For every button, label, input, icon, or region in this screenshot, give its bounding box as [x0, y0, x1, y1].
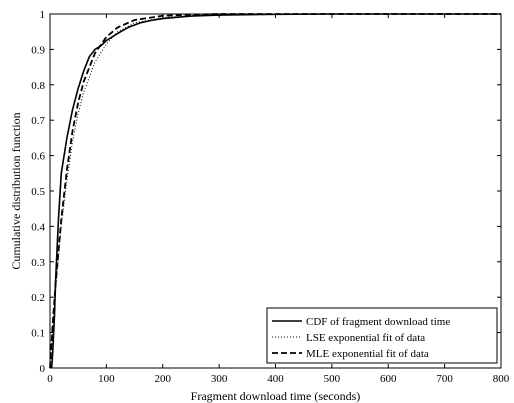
x-tick-label: 100	[98, 373, 115, 385]
x-tick-label: 800	[493, 373, 510, 385]
legend-label-cdf: CDF of fragment download time	[306, 316, 450, 328]
x-axis-label: Fragment download time (seconds)	[191, 389, 361, 403]
y-tick-label: 0.3	[31, 257, 45, 269]
x-tick-label: 200	[155, 373, 172, 385]
series-lines	[49, 13, 501, 369]
x-tick-label: 600	[380, 373, 397, 385]
y-tick-label: 0.8	[31, 80, 45, 92]
axis-ticks: 0 100 200 300 400 500 600 700 800 0 0.1 0.2 0.3 0.4 0.…	[31, 9, 510, 385]
series-line-2	[49, 13, 501, 369]
y-tick-label: 0.6	[31, 151, 45, 163]
y-tick-label: 0.7	[31, 115, 45, 127]
legend-label-mle: MLE exponential fit of data	[306, 348, 429, 360]
x-tick-label: 500	[324, 373, 341, 385]
x-tick-label: 400	[267, 373, 284, 385]
y-tick-label: 0.1	[31, 328, 45, 340]
legend: CDF of fragment download time LSE expone…	[266, 307, 498, 364]
legend-box	[266, 307, 498, 364]
y-tick-label: 0.4	[31, 221, 45, 233]
y-tick-label: 1	[40, 9, 46, 21]
y-tick-label: 0	[40, 363, 46, 375]
series-line-0	[50, 13, 501, 369]
y-tick-label: 0.2	[31, 292, 45, 304]
x-tick-label: 300	[211, 373, 228, 385]
y-axis-label: Cumulative distribution function	[9, 112, 23, 269]
x-tick-label: 700	[436, 373, 453, 385]
y-tick-label: 0.5	[31, 186, 45, 198]
x-tick-label: 0	[47, 373, 53, 385]
legend-label-lse: LSE exponential fit of data	[306, 332, 425, 344]
y-tick-label: 0.9	[31, 44, 45, 56]
